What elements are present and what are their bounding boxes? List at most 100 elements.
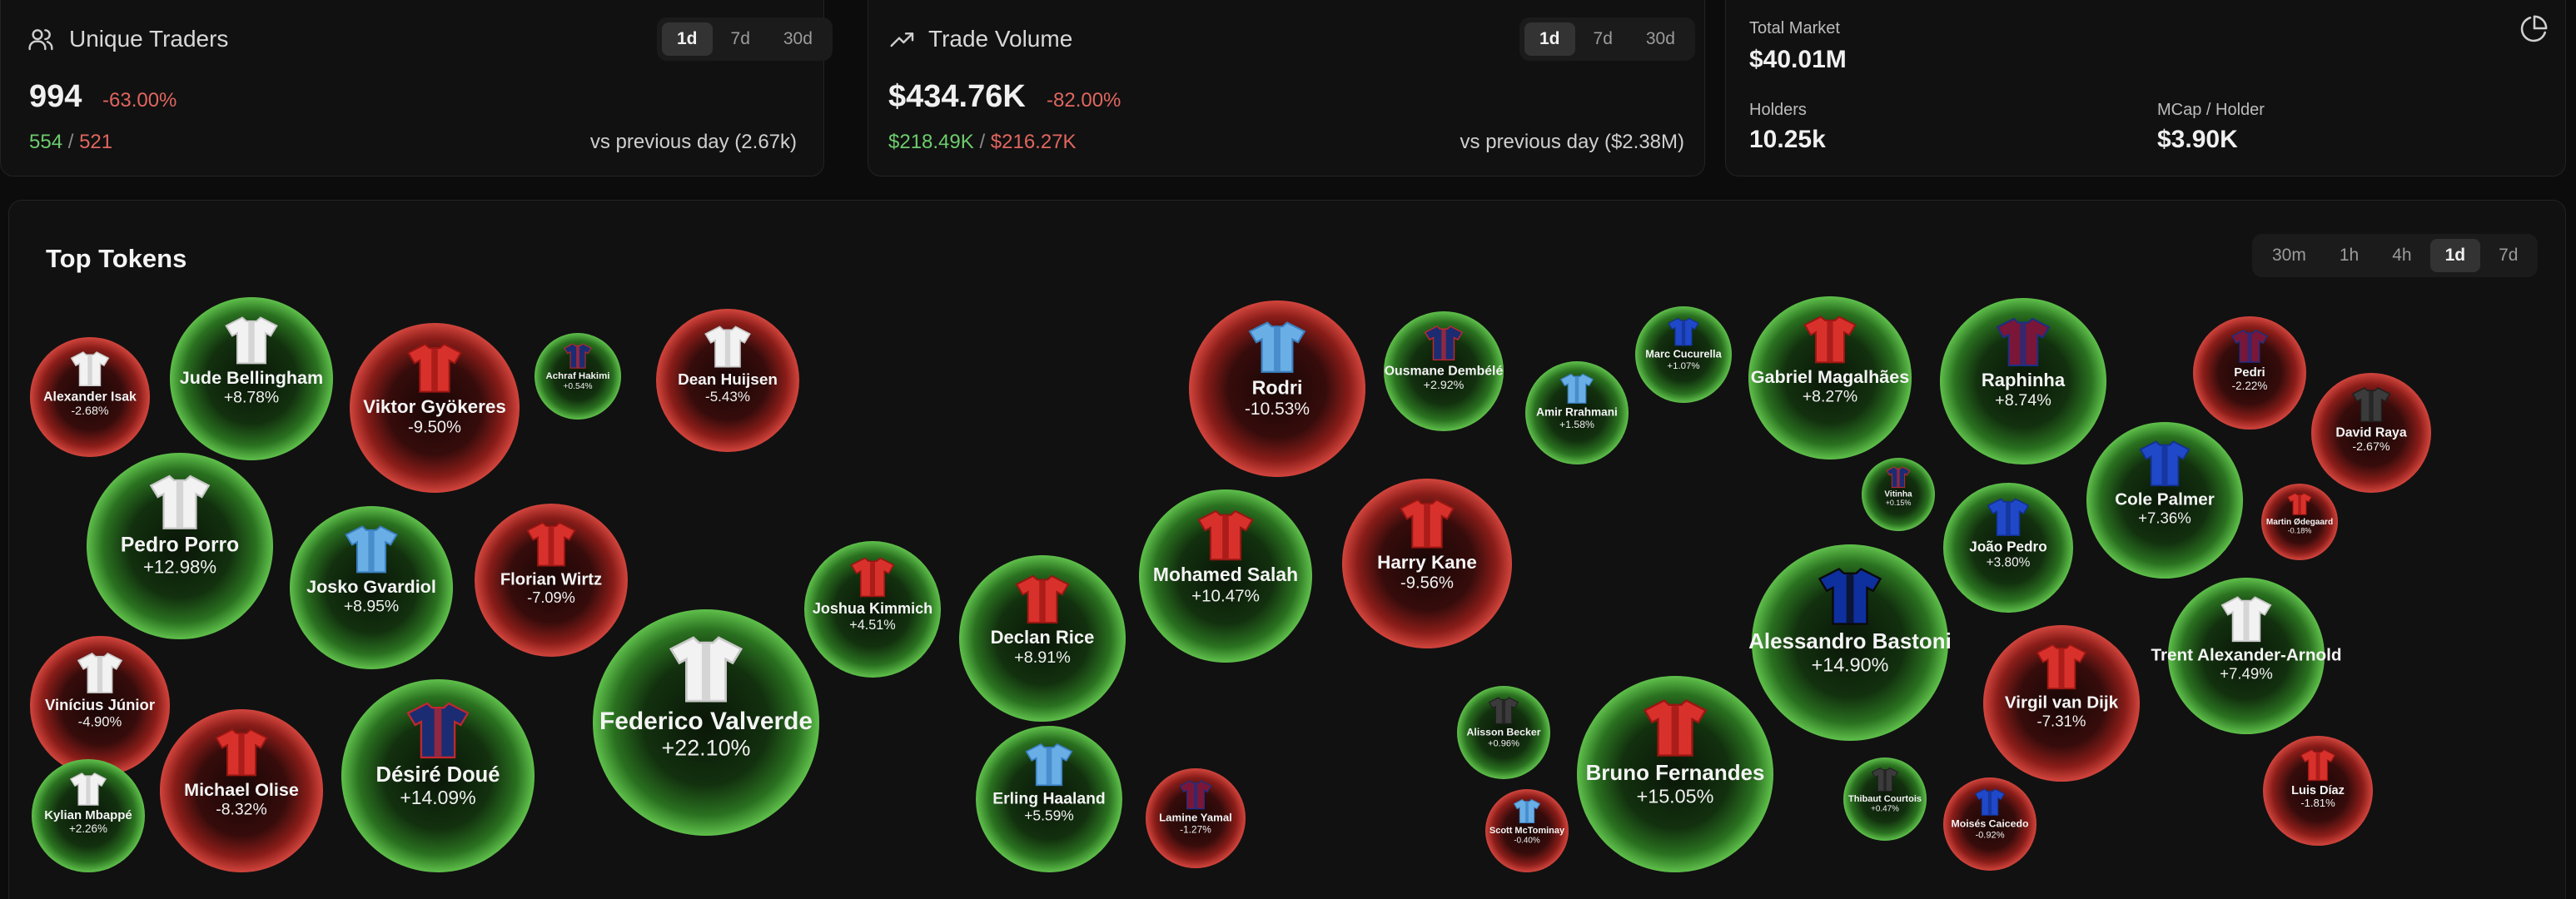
token-bubble-lamine-yamal[interactable]: Lamine Yamal-1.27%: [1146, 768, 1246, 868]
token-name: Harry Kane: [1377, 552, 1477, 573]
traders-range-7d[interactable]: 7d: [730, 29, 750, 48]
token-bubble-marc-cucurella[interactable]: Marc Cucurella+1.07%: [1635, 306, 1732, 403]
token-bubble-circle: [1189, 300, 1365, 477]
trade-volume-card: Trade Volume 1d 7d 30d $434.76K -82.00% …: [868, 0, 1705, 176]
token-name: Pedro Porro: [121, 534, 239, 557]
tokens-range-7d[interactable]: 7d: [2499, 246, 2519, 265]
token-name: Désiré Doué: [376, 763, 500, 787]
token-change: +8.91%: [1014, 648, 1071, 667]
token-name: Raphinha: [1982, 370, 2066, 390]
jersey-stripe: [2315, 752, 2320, 780]
volume-range-30d[interactable]: 30d: [1645, 29, 1675, 48]
traders-range-1d[interactable]: 1d: [662, 22, 713, 56]
token-change: -0.92%: [1975, 830, 2004, 840]
token-bubble-martin-degaard[interactable]: Martin Ødegaard-0.18%: [2261, 484, 2338, 560]
token-bubble-circle: [475, 504, 628, 657]
token-change: +2.26%: [69, 822, 107, 835]
token-bubble-vitinha[interactable]: Vitinha+0.15%: [1862, 458, 1935, 531]
token-change: +2.92%: [1424, 379, 1465, 392]
volume-comparison: vs previous day ($2.38M): [1460, 131, 1684, 153]
token-bubble-trent-alexander-arnold[interactable]: Trent Alexander-Arnold+7.49%: [2151, 578, 2342, 734]
token-bubble-virgil-van-dijk[interactable]: Virgil van Dijk-7.31%: [1983, 625, 2140, 782]
jersey-stripe: [869, 562, 876, 596]
token-bubble-circle: [1752, 544, 1948, 741]
token-bubble-moises-caicedo[interactable]: Moisés Caicedo-0.92%: [1943, 777, 2036, 871]
token-bubble-circle: [1943, 777, 2036, 871]
jersey-stripe: [2298, 495, 2301, 514]
token-bubble-thibaut-courtois[interactable]: Thibaut Courtois+0.47%: [1843, 757, 1927, 841]
token-bubble-dean-huijsen[interactable]: Dean Huijsen-5.43%: [656, 309, 799, 452]
token-bubble-erling-haaland[interactable]: Erling Haaland+5.59%: [976, 726, 1122, 872]
token-change: +0.15%: [1886, 499, 1912, 507]
token-bubble-scott-mctominay[interactable]: Scott McTominay-0.40%: [1485, 789, 1569, 872]
token-bubble-jude-bellingham[interactable]: Jude Bellingham+8.78%: [170, 297, 333, 460]
jersey-stripe: [1424, 504, 1430, 547]
token-bubble-kylian-mbappe[interactable]: Kylian Mbappé+2.26%: [32, 759, 145, 872]
tokens-range-4h[interactable]: 4h: [2392, 246, 2412, 265]
token-name: Josko Gvardiol: [306, 576, 436, 597]
jersey-stripe: [1883, 770, 1887, 791]
volume-range-1d[interactable]: 1d: [1524, 22, 1575, 56]
token-bubble-alexander-isak[interactable]: Alexander Isak-2.68%: [30, 337, 150, 457]
token-bubble-viktor-gyokeres[interactable]: Viktor Gyökeres -9.50%: [350, 323, 520, 493]
token-change: +8.95%: [344, 598, 399, 616]
token-bubble-gabriel-magalhaes[interactable]: Gabriel Magalhães+8.27%: [1748, 296, 1912, 459]
total-market-label: Total Market: [1749, 19, 1840, 37]
token-bubble-circle: [959, 555, 1126, 722]
users-icon: [28, 29, 53, 51]
token-bubble-bruno-fernandes[interactable]: Bruno Fernandes+15.05%: [1577, 676, 1773, 872]
token-name: Amir Rrahmani: [1536, 406, 1618, 419]
token-bubble-florian-wirtz[interactable]: Florian Wirtz-7.09%: [475, 504, 628, 657]
volume-range-7d[interactable]: 7d: [1593, 29, 1613, 48]
token-bubble-josko-gvardiol[interactable]: Josko Gvardiol+8.95%: [290, 506, 453, 669]
tokens-range-1d[interactable]: 1d: [2429, 239, 2481, 272]
tokens-range-1h[interactable]: 1h: [2339, 246, 2360, 265]
token-bubble-amir-rrahmani[interactable]: Amir Rrahmani+1.58%: [1525, 361, 1629, 464]
token-bubble-declan-rice[interactable]: Declan Rice+8.91%: [959, 555, 1126, 722]
token-change: -0.18%: [2288, 526, 2312, 534]
token-bubble-mohamed-salah[interactable]: Mohamed Salah+10.47%: [1139, 489, 1312, 663]
jersey-stripe: [238, 733, 245, 775]
token-bubble-harry-kane[interactable]: Harry Kane-9.56%: [1342, 479, 1512, 648]
token-name: Jude Bellingham: [180, 367, 323, 388]
token-bubble-michael-olise[interactable]: Michael Olise-8.32%: [160, 709, 323, 872]
token-change: +4.51%: [849, 618, 895, 633]
token-bubble-joao-pedro[interactable]: João Pedro+3.80%: [1943, 483, 2073, 613]
token-bubble-vinicius-junior[interactable]: Vinícius Júnior-4.90%: [30, 636, 170, 776]
token-bubble-circle: [1748, 296, 1912, 459]
token-bubble-circle: [1862, 458, 1935, 531]
token-bubble-pedro-porro[interactable]: Pedro Porro+12.98%: [87, 453, 273, 639]
volume-value: $434.76K: [888, 79, 1026, 114]
pie-chart-icon[interactable]: [2520, 14, 2549, 42]
token-bubble-circle: [2263, 736, 2373, 846]
token-bubble-desire-doue[interactable]: Désiré Doué+14.09%: [341, 679, 535, 872]
traders-comparison: vs previous day (2.67k): [589, 131, 797, 153]
token-bubble-federico-valverde[interactable]: Federico Valverde+22.10%: [593, 609, 819, 836]
volume-sells: $216.27K: [990, 131, 1077, 153]
token-name: Thibaut Courtois: [1848, 794, 1922, 804]
token-bubble-raphinha[interactable]: Raphinha+8.74%: [1940, 298, 2106, 464]
token-bubble-ousmane-dembele[interactable]: Ousmane Dembélé+2.92%: [1384, 311, 1504, 431]
token-bubble-pedri[interactable]: Pedri-2.22%: [2193, 316, 2306, 430]
jersey-stripe: [2006, 502, 2011, 535]
token-bubble-luis-diaz[interactable]: Luis Díaz-1.81%: [2263, 736, 2373, 846]
token-bubble-david-raya[interactable]: David Raya-2.67%: [2311, 373, 2431, 493]
jersey-stripe: [1574, 376, 1579, 403]
token-bubble-cole-palmer[interactable]: Cole Palmer+7.36%: [2086, 422, 2243, 579]
token-bubble-alessandro-bastoni[interactable]: Alessandro Bastoni+14.90%: [1748, 544, 1952, 741]
token-name: Michael Olise: [184, 779, 299, 800]
token-bubble-achraf-hakimi[interactable]: Achraf Hakimi+0.54%: [535, 333, 621, 420]
token-bubble-circle: [32, 759, 145, 872]
token-bubble-circle: [1342, 479, 1512, 648]
token-name: Virgil van Dijk: [2005, 693, 2119, 713]
token-bubble-circle: [1983, 625, 2140, 782]
token-name: Declan Rice: [991, 627, 1095, 648]
token-bubble-alisson-becker[interactable]: Alisson Becker+0.96%: [1457, 686, 1550, 779]
token-name: João Pedro: [1969, 539, 2046, 555]
token-bubble-rodri[interactable]: Rodri -10.53%: [1189, 300, 1365, 477]
token-bubble-joshua-kimmich[interactable]: Joshua Kimmich+4.51%: [804, 541, 941, 678]
tokens-range-30m[interactable]: 30m: [2272, 246, 2306, 265]
traders-range-30d[interactable]: 30d: [783, 29, 813, 48]
token-name: Alessandro Bastoni: [1748, 628, 1952, 653]
jersey-stripe: [434, 708, 442, 757]
